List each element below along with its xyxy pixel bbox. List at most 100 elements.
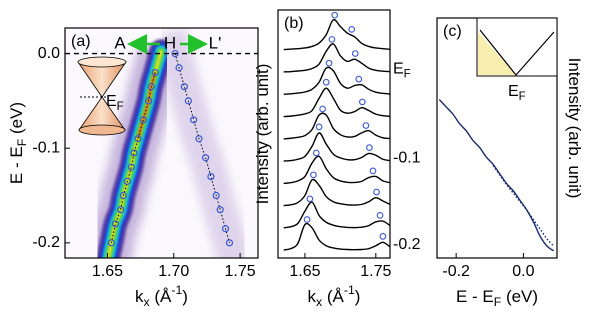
peak-marker bbox=[139, 116, 147, 124]
panel-label: (c) bbox=[443, 23, 462, 40]
text-part: F bbox=[117, 101, 124, 113]
text-part: x bbox=[144, 295, 150, 309]
text-part: F bbox=[404, 69, 411, 81]
text-part: -1 bbox=[344, 283, 355, 297]
text-part: E bbox=[393, 61, 404, 78]
peak-marker bbox=[107, 239, 116, 247]
text-part: (eV) bbox=[501, 287, 538, 306]
peak-marker bbox=[151, 68, 159, 77]
series-line bbox=[283, 18, 390, 51]
y-tick-label: -0.1 bbox=[32, 139, 60, 156]
series-line bbox=[283, 66, 390, 95]
plot-area bbox=[283, 18, 390, 251]
peak-marker bbox=[117, 206, 125, 214]
y-axis-label: E - EF (eV) bbox=[7, 102, 29, 184]
panel: -0.2 0.0(c)E - EF (eV)Intensity (arb. uni… bbox=[436, 17, 584, 309]
series-line bbox=[492, 165, 555, 247]
peak-marker bbox=[359, 98, 366, 106]
peak-marker bbox=[325, 59, 333, 67]
x-axis-label: kx (Å-1) bbox=[135, 283, 188, 309]
text-part: E - E bbox=[7, 146, 26, 184]
text-part: -0.1 bbox=[393, 150, 421, 167]
peak-marker bbox=[315, 123, 323, 131]
series-line bbox=[283, 87, 390, 118]
peak-marker bbox=[184, 97, 192, 105]
panel: EF -0.1 -0.2 1.65 1.75 (b) kx (Å-1) Intensity (… bbox=[253, 9, 421, 309]
peak-marker bbox=[312, 149, 320, 157]
direction-label: L' bbox=[209, 33, 222, 52]
text-part: k bbox=[308, 287, 317, 306]
text-part: Intensity (arb. unit) bbox=[253, 64, 272, 205]
peak-marker bbox=[376, 212, 384, 219]
text-part: (eV) bbox=[7, 102, 26, 139]
dirac-cone-inset bbox=[77, 56, 127, 136]
text-part: ) bbox=[182, 287, 188, 306]
peak-marker bbox=[221, 225, 230, 233]
direction-label: A bbox=[114, 33, 126, 52]
peak-marker bbox=[348, 26, 356, 33]
peak-marker bbox=[190, 116, 198, 124]
y-axis-label: Intensity (arb. unit) bbox=[565, 58, 584, 199]
y-tick-label: 0.0 bbox=[38, 45, 60, 62]
peak-marker bbox=[310, 171, 317, 179]
panel-label: (b) bbox=[284, 15, 304, 32]
series-line bbox=[438, 99, 555, 252]
peak-marker bbox=[328, 36, 336, 43]
peak-marker bbox=[362, 122, 370, 129]
text-part: Intensity (arb. unit) bbox=[565, 58, 584, 199]
series-line bbox=[283, 132, 390, 162]
peak-marker bbox=[207, 173, 215, 181]
text-part: E - E bbox=[456, 287, 494, 306]
panel: A H L' 1.65 1.70 1.75 0.0 -0.1 -0.2 (a) kx (Å-1) E … bbox=[7, 27, 259, 309]
text-part: ) bbox=[355, 287, 361, 306]
peak-marker bbox=[212, 191, 220, 200]
peak-marker bbox=[171, 49, 179, 58]
energy-label: -0.1 bbox=[393, 150, 421, 167]
x-tick-label: 1.65 bbox=[289, 263, 320, 280]
peak-marker bbox=[216, 206, 224, 214]
peak-marker bbox=[180, 83, 188, 91]
text-part: F bbox=[494, 295, 501, 309]
text-part: (Å bbox=[322, 287, 344, 306]
direction-label: H bbox=[164, 33, 176, 52]
text-part: (Å bbox=[150, 287, 172, 306]
peak-marker bbox=[127, 163, 135, 171]
plot-area bbox=[438, 99, 555, 252]
x-tick-label: 1.75 bbox=[360, 263, 391, 280]
peak-marker bbox=[130, 149, 138, 157]
peak-marker bbox=[202, 154, 210, 162]
x-tick-label: 1.65 bbox=[92, 263, 123, 280]
inset-label: EF bbox=[508, 83, 526, 103]
peak-marker bbox=[355, 75, 363, 83]
text-part: E bbox=[508, 83, 519, 100]
peak-marker bbox=[123, 177, 131, 185]
text-part: -0.2 bbox=[393, 236, 421, 253]
energy-label: -0.2 bbox=[393, 236, 421, 253]
series-line bbox=[283, 155, 390, 185]
peak-marker bbox=[351, 50, 359, 57]
inset-label: EF bbox=[106, 93, 124, 113]
peak-marker bbox=[175, 64, 183, 72]
plot-frame bbox=[277, 9, 391, 259]
peak-marker bbox=[134, 135, 142, 143]
text-part: F bbox=[519, 91, 526, 103]
text-part: E bbox=[106, 93, 117, 110]
peak-marker bbox=[119, 191, 127, 200]
peak-marker bbox=[306, 195, 314, 203]
series-line bbox=[283, 201, 390, 229]
peak-marker bbox=[319, 105, 327, 113]
text-part: k bbox=[135, 287, 144, 306]
plot-frame bbox=[64, 27, 259, 259]
x-tick-label: 1.75 bbox=[225, 263, 256, 280]
energy-label: EF bbox=[393, 61, 411, 81]
x-axis-label: kx (Å-1) bbox=[308, 283, 361, 309]
y-tick-label: -0.2 bbox=[32, 234, 60, 251]
y-axis-label: Intensity (arb. unit) bbox=[253, 64, 272, 205]
series-line bbox=[283, 178, 390, 207]
peak-marker bbox=[322, 78, 330, 86]
peak-marker bbox=[195, 135, 203, 143]
peak-marker bbox=[147, 83, 155, 91]
series-line bbox=[283, 112, 390, 140]
plot-area bbox=[65, 28, 258, 258]
